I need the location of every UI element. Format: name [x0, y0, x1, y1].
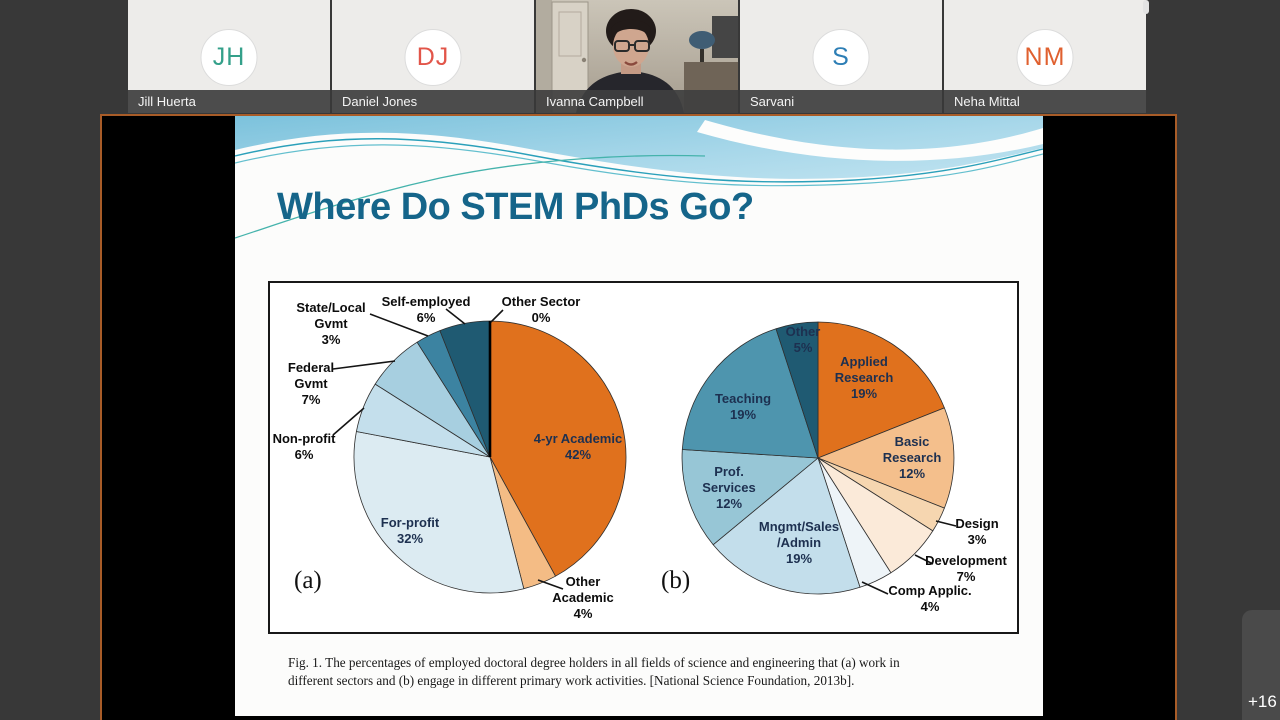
label-leader-line: [332, 407, 365, 436]
pie-slice-label-applied-research: Applied Research 19%: [834, 354, 894, 401]
participant-name: Neha Mittal: [944, 90, 1146, 113]
avatar-initials: S: [832, 43, 850, 71]
pie-slice-label-comp-applic-: Comp Applic. 4%: [888, 583, 972, 614]
slide-title: Where Do STEM PhDs Go?: [277, 186, 754, 228]
pie-slice-mngmt-sales-admin: [712, 457, 861, 595]
label-leader-line: [537, 579, 564, 590]
participant-filmstrip: JH Jill Huerta DJ Daniel Jones: [0, 0, 1280, 113]
figure-panel-label-b: (b): [661, 567, 691, 594]
pie-slice-label-other-sector: Other Sector 0%: [501, 294, 581, 325]
pie-slice-label-non-profit: Non-profit 6%: [272, 431, 336, 462]
label-leader-line: [914, 554, 934, 565]
pie-slice-label-self-employed: Self-employed 6%: [381, 294, 471, 325]
slide-header-wave-decoration: [235, 116, 1043, 246]
label-leader-line: [369, 313, 429, 337]
participant-name: Sarvani: [740, 90, 942, 113]
participant-tile-neha-mittal[interactable]: NM Neha Mittal: [944, 0, 1146, 113]
pie-slice-for-profit: [353, 431, 525, 594]
participant-name: Ivanna Campbell: [536, 90, 738, 113]
overflow-participants-badge[interactable]: +16: [1242, 610, 1280, 720]
pie-slice-basic-research: [817, 407, 955, 509]
shared-screen: Where Do STEM PhDs Go? 4-yr Academic 42%…: [100, 114, 1177, 720]
label-leader-line: [445, 308, 466, 325]
overflow-count: +16: [1248, 692, 1277, 711]
label-leader-line: [332, 360, 396, 370]
avatar: NM: [1016, 29, 1074, 86]
pie-slice-prof-services: [681, 449, 819, 546]
pie-slice-4-yr-academic: [489, 320, 627, 577]
pie-slice-label-for-profit: For-profit 32%: [380, 515, 440, 546]
avatar: JH: [200, 29, 258, 86]
avatar-initials: JH: [212, 43, 246, 71]
participant-tile-sarvani[interactable]: S Sarvani: [740, 0, 942, 113]
label-leader-line: [490, 309, 504, 323]
participant-name: Daniel Jones: [332, 90, 534, 113]
pie-slice-teaching: [681, 328, 819, 459]
pie-slice-label-other-academic: Other Academic 4%: [552, 574, 614, 621]
pie-slice-label-federal-gvmt: Federal Gvmt 7%: [287, 360, 335, 407]
pie-slice-label-prof-services: Prof. Services 12%: [702, 464, 756, 511]
pie-slice-applied-research: [817, 321, 945, 459]
participant-name: Jill Huerta: [128, 90, 330, 113]
pie-charts-canvas: [332, 308, 957, 595]
pie-slice-label-basic-research: Basic Research 12%: [882, 434, 942, 481]
pie-slice-label-state-local-gvmt: State/Local Gvmt 3%: [296, 300, 366, 347]
pie-slice-label-other: Other 5%: [785, 324, 821, 355]
label-leader-line: [861, 581, 889, 595]
avatar-initials: DJ: [416, 43, 450, 71]
avatar: DJ: [404, 29, 462, 86]
filmstrip-scrollbar[interactable]: [1143, 0, 1149, 14]
avatar-initials: NM: [1024, 43, 1066, 71]
pie-slice-label-design: Design 3%: [955, 516, 999, 547]
pie-slice-other: [775, 321, 819, 459]
presentation-slide: Where Do STEM PhDs Go? 4-yr Academic 42%…: [235, 116, 1043, 716]
participant-tile-jill-huerta[interactable]: JH Jill Huerta: [128, 0, 330, 113]
pie-slice-label-4-yr-academic: 4-yr Academic 42%: [533, 431, 623, 462]
pie-slice-label-development: Development 7%: [925, 553, 1007, 584]
label-leader-line: [935, 520, 957, 527]
pie-slice-label-mngmt-sales-admin: Mngmt/Sales /Admin 19%: [758, 519, 840, 566]
participant-tile-ivanna-campbell[interactable]: Ivanna Campbell: [536, 0, 738, 113]
figure-caption: Fig. 1. The percentages of employed doct…: [288, 655, 900, 688]
participant-tile-daniel-jones[interactable]: DJ Daniel Jones: [332, 0, 534, 113]
pie-slice-label-teaching: Teaching 19%: [714, 391, 772, 422]
avatar: S: [812, 29, 870, 86]
figure-panel-label-a: (a): [294, 567, 322, 594]
figure-panel: 4-yr Academic 42% Other Academic 4% For-pr…: [268, 281, 1019, 634]
